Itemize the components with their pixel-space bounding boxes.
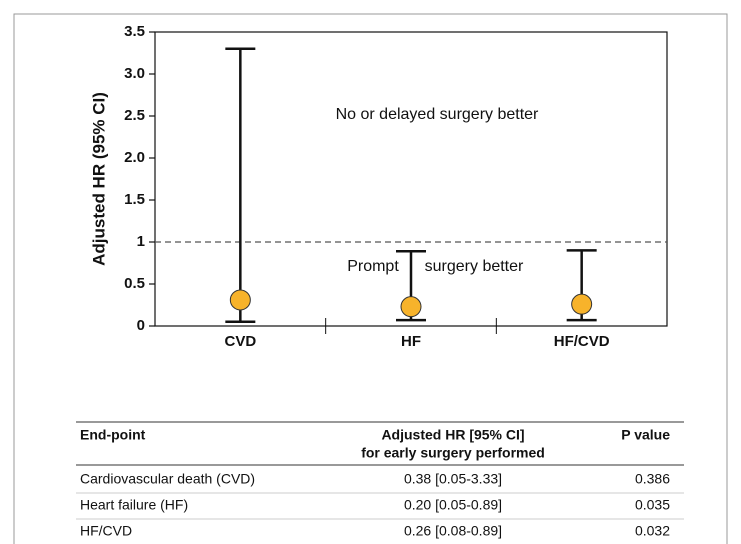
y-tick-label: 1.5: [124, 191, 145, 208]
point: [571, 293, 593, 315]
table-cell: 0.20 [0.05-0.89]: [404, 497, 502, 513]
point: [400, 296, 422, 318]
x-tick-label: HF/CVD: [554, 333, 610, 350]
table-header: End-point: [80, 427, 146, 443]
y-tick-label: 1: [137, 233, 145, 250]
annotation: surgery better: [425, 258, 524, 275]
table-cell: 0.26 [0.08-0.89]: [404, 523, 502, 539]
y-tick-label: 2.5: [124, 107, 145, 124]
annotation: No or delayed surgery better: [336, 106, 539, 123]
x-tick-label: CVD: [224, 333, 256, 350]
y-axis-label: Adjusted HR (95% CI): [89, 92, 108, 266]
table-cell: Cardiovascular death (CVD): [80, 471, 255, 487]
table-header: Adjusted HR [95% CI]: [381, 427, 524, 443]
table-cell: Heart failure (HF): [80, 497, 188, 513]
table-cell: HF/CVD: [80, 523, 132, 539]
y-tick-label: 3.0: [124, 65, 145, 82]
table-cell: 0.032: [635, 523, 670, 539]
table-header: for early surgery performed: [361, 445, 545, 461]
y-tick-label: 2.0: [124, 149, 145, 166]
point: [229, 289, 251, 311]
table-cell: 0.386: [635, 471, 670, 487]
table-header: P value: [621, 427, 670, 443]
y-tick-label: 3.5: [124, 23, 145, 40]
frame: [13, 13, 728, 544]
plot-frame: [154, 31, 668, 327]
table-cell: 0.035: [635, 497, 670, 513]
y-tick-label: 0.5: [124, 275, 145, 292]
x-tick-label: HF: [401, 333, 421, 350]
annotation: Prompt: [347, 258, 399, 275]
y-tick-label: 0: [137, 317, 145, 334]
table-cell: 0.38 [0.05-3.33]: [404, 471, 502, 487]
